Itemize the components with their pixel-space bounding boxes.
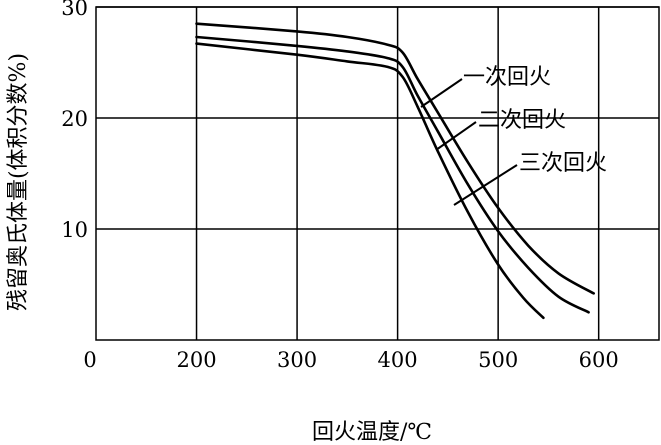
x-tick-label: 500 (478, 348, 518, 372)
label-second-temper: 二次回火 (478, 108, 566, 133)
label-third-temper: 三次回火 (519, 151, 607, 176)
leader-line (420, 78, 463, 108)
leader-line (453, 164, 518, 206)
origin-tick-label: 0 (83, 348, 96, 372)
label-first-temper: 一次回火 (463, 65, 551, 90)
leader-line (435, 121, 477, 151)
tick-labels: 200 300 400 500 600 0 10 20 30 (61, 0, 618, 372)
y-axis-label: 残留奥氏体量(体积分数%) (6, 53, 31, 311)
x-axis-label: 回火温度/℃ (312, 420, 432, 445)
y-tick-label: 30 (61, 0, 88, 20)
curve-first-temper (195, 22, 595, 295)
x-tick-label: 600 (579, 348, 619, 372)
curve-third-temper (195, 42, 545, 320)
x-tick-label: 200 (176, 348, 216, 372)
x-tick-label: 300 (277, 348, 317, 372)
plot-frame (95, 6, 660, 341)
y-tick-label: 20 (61, 107, 88, 131)
x-tick-label: 400 (378, 348, 418, 372)
y-tick-label: 10 (61, 218, 88, 242)
